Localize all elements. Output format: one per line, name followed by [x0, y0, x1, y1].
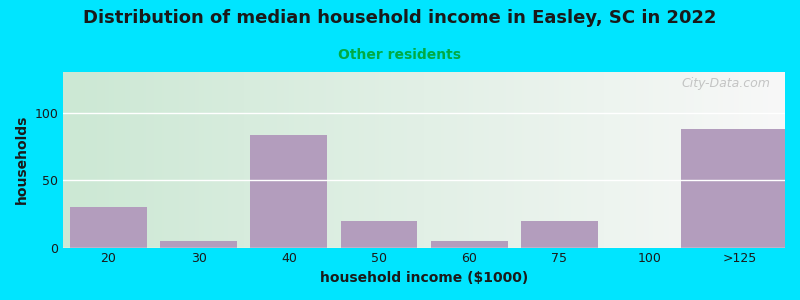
- Y-axis label: households: households: [15, 115, 29, 205]
- Bar: [431, 241, 507, 247]
- Bar: [682, 129, 798, 247]
- X-axis label: household income ($1000): household income ($1000): [320, 271, 528, 285]
- Bar: [341, 220, 418, 248]
- Text: City-Data.com: City-Data.com: [682, 77, 770, 90]
- Bar: [160, 241, 237, 247]
- Bar: [521, 220, 598, 248]
- Bar: [250, 136, 327, 247]
- Text: Distribution of median household income in Easley, SC in 2022: Distribution of median household income …: [83, 9, 717, 27]
- Text: Other residents: Other residents: [338, 48, 462, 62]
- Bar: [70, 207, 146, 247]
